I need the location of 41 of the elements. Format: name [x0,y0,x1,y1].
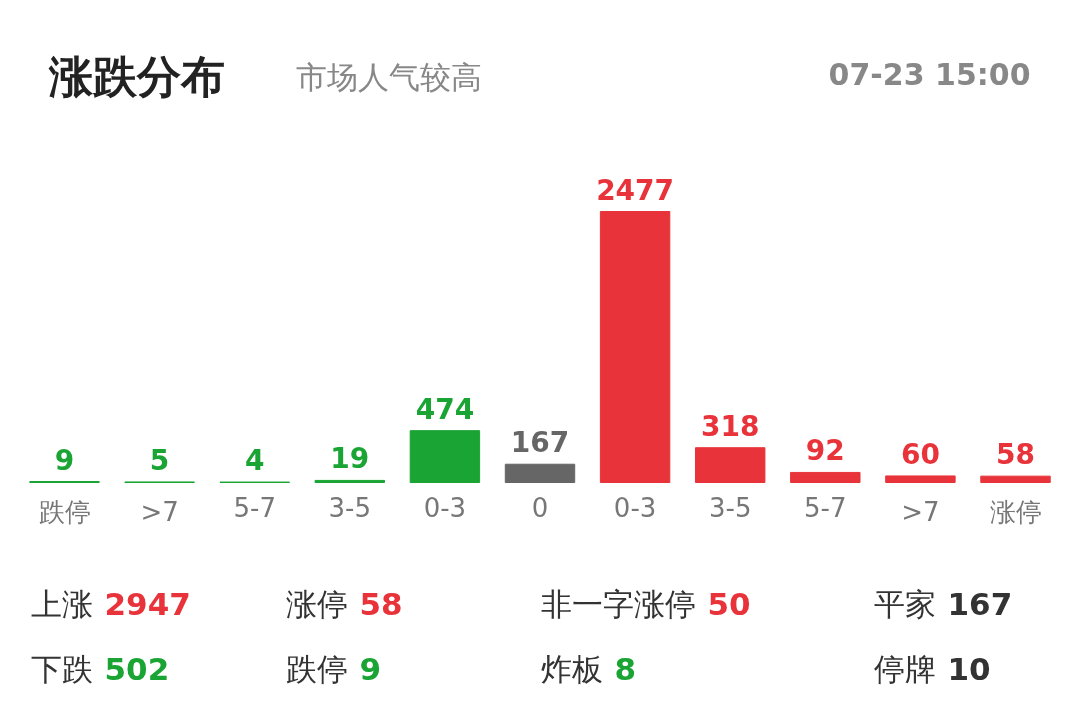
text: 涨停 58 [285,585,403,622]
x-tick-label: 0 [531,492,549,523]
data-label: 92 [805,434,845,468]
chart-title: 涨跌分布 [47,51,225,102]
text: 跌停 9 [285,650,382,687]
x-tick-label: 5-7 [233,492,276,523]
text: 停牌 10 [873,650,991,687]
text: 上涨 2947 [30,585,191,622]
bar [790,471,861,483]
data-label: 318 [700,409,760,443]
bar [314,479,386,483]
data-label: 4 [244,444,265,478]
x-tick-label: >7 [140,496,179,527]
x-tick-label: >7 [901,496,940,527]
text: 炸板 8 [540,650,637,687]
chart-subtitle: 市场人气较高 [295,58,482,95]
data-label: 2477 [596,173,675,207]
text: 平家 167 [873,585,1013,622]
text: 下跌 502 [30,650,170,687]
data-label: 58 [996,438,1035,472]
x-tick-label: 5-7 [804,492,847,523]
x-tick-label: 跌停 [38,496,91,527]
x-tick-label: 3-5 [328,492,372,523]
text: 07-23 15:00 [828,57,1031,92]
bar [599,211,671,483]
data-label: 19 [330,442,370,476]
x-tick-label: 0-3 [613,492,657,523]
x-tick-label: 0-3 [423,492,467,523]
data-label: 5 [149,443,170,477]
bar [504,463,576,483]
x-tick-label: 3-5 [708,492,752,523]
bar [980,475,1051,483]
bar [694,447,766,483]
data-label: 167 [510,426,570,460]
data-label: 60 [900,437,940,471]
data-label: 9 [54,443,75,477]
x-tick-label: 涨停 [989,496,1042,527]
data-label: 474 [415,392,475,426]
text: 非一字涨停 50 [540,585,751,622]
bar [409,430,481,483]
bar [885,475,956,483]
